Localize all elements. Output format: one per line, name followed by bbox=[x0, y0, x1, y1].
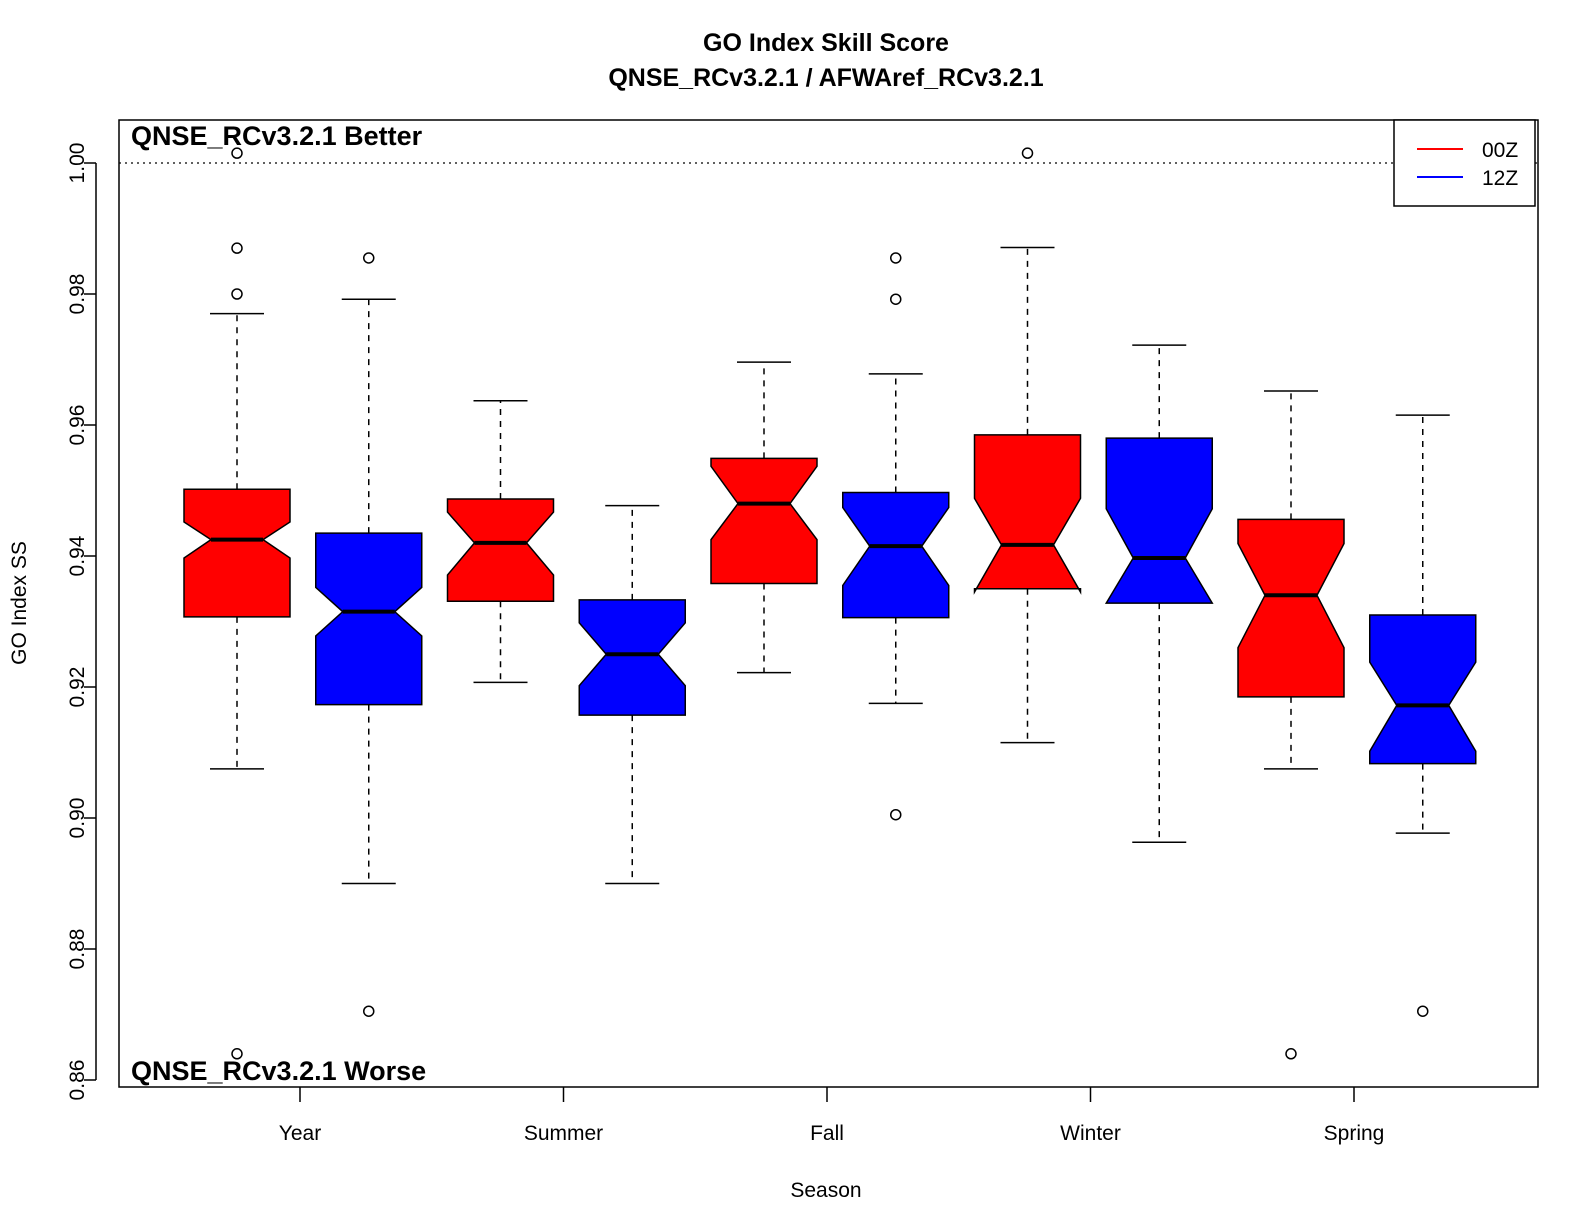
notched-box bbox=[1237, 518, 1345, 698]
legend-label-00z: 00Z bbox=[1482, 139, 1518, 162]
y-tick-label: 0.92 bbox=[66, 667, 89, 708]
x-tick-label: Summer bbox=[524, 1122, 603, 1145]
plot-area bbox=[119, 147, 1538, 1060]
outlier-point bbox=[363, 252, 375, 264]
notched-box bbox=[446, 498, 555, 602]
box-12z-summer bbox=[578, 504, 686, 885]
notched-box bbox=[973, 434, 1082, 595]
notched-box bbox=[1369, 614, 1477, 765]
annotation-worse: QNSE_RCv3.2.1 Worse bbox=[131, 1056, 426, 1086]
box-00z-winter bbox=[973, 147, 1082, 744]
outlier-point bbox=[1021, 147, 1034, 159]
legend: 00Z 12Z bbox=[1393, 119, 1536, 207]
y-axis-label: GO Index SS bbox=[8, 541, 31, 665]
box-12z-year bbox=[315, 252, 423, 1017]
y-tick-label: 0.90 bbox=[66, 798, 89, 839]
annotation-better: QNSE_RCv3.2.1 Better bbox=[131, 121, 423, 151]
x-tick-label: Spring bbox=[1324, 1122, 1385, 1145]
notched-box bbox=[578, 599, 686, 716]
outlier-point bbox=[890, 252, 902, 264]
outlier-point bbox=[231, 242, 243, 254]
x-tick-label: Year bbox=[279, 1122, 321, 1145]
box-12z-spring bbox=[1369, 414, 1477, 1017]
notched-box bbox=[183, 488, 291, 618]
outlier-point bbox=[1417, 1005, 1429, 1017]
outlier-point bbox=[231, 147, 243, 159]
outlier-point bbox=[890, 808, 902, 821]
box-00z-summer bbox=[446, 400, 555, 684]
y-tick-label: 0.96 bbox=[66, 405, 89, 446]
y-tick-label: 1.00 bbox=[66, 143, 89, 184]
outlier-point bbox=[231, 1048, 243, 1060]
y-tick-label: 0.88 bbox=[66, 929, 89, 970]
box-12z-fall bbox=[842, 252, 950, 821]
box-00z-year bbox=[183, 147, 291, 1060]
box-00z-fall bbox=[710, 361, 818, 674]
x-tick-label: Fall bbox=[810, 1122, 844, 1145]
notched-box bbox=[1104, 437, 1214, 604]
outlier-point bbox=[1285, 1048, 1297, 1060]
y-tick-label: 0.86 bbox=[66, 1060, 89, 1101]
chart-subtitle: QNSE_RCv3.2.1 / AFWAref_RCv3.2.1 bbox=[608, 64, 1043, 92]
outlier-point bbox=[231, 288, 243, 300]
chart-title: GO Index Skill Score bbox=[703, 29, 949, 57]
box-00z-spring bbox=[1237, 390, 1345, 1060]
y-tick-label: 0.98 bbox=[66, 274, 89, 315]
legend-label-12z: 12Z bbox=[1482, 167, 1518, 190]
plot-frame bbox=[118, 119, 1539, 1088]
x-axis-label: Season bbox=[790, 1179, 861, 1202]
notched-box bbox=[315, 532, 423, 706]
outlier-point bbox=[363, 1005, 375, 1017]
box-12z-winter bbox=[1104, 344, 1214, 843]
notched-box bbox=[842, 491, 950, 619]
x-tick-label: Winter bbox=[1060, 1122, 1121, 1145]
y-tick-label: 0.94 bbox=[66, 535, 89, 576]
notched-box bbox=[710, 457, 818, 585]
legend-box bbox=[1393, 119, 1536, 207]
outlier-point bbox=[890, 293, 902, 305]
